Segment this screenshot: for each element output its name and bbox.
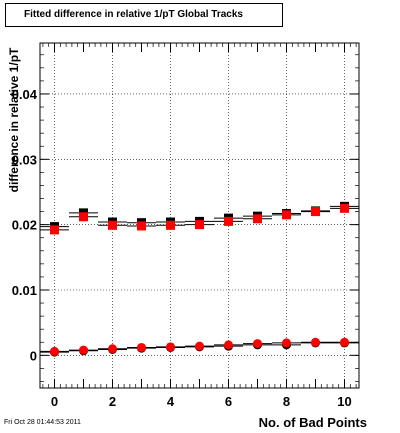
data-point-circle — [108, 344, 117, 354]
data-point-circle — [195, 341, 204, 351]
data-point-circle — [79, 345, 88, 355]
chart-title: Fitted difference in relative 1/pT Globa… — [5, 3, 283, 27]
data-point-square — [224, 216, 233, 226]
axis-ticks: 0 2 4 6 8 10 0 0.01 0.02 0.03 0.04 — [12, 43, 359, 409]
y-tick-label: 0.02 — [12, 218, 37, 233]
data-point-circle — [282, 338, 291, 348]
data-point-square — [340, 203, 349, 213]
data-point-square — [195, 220, 204, 230]
x-tick-label: 2 — [109, 394, 116, 409]
data-point-square — [50, 225, 59, 235]
x-tick-label: 0 — [51, 394, 58, 409]
x-tick-label: 10 — [337, 394, 351, 409]
data-point-square — [253, 214, 262, 224]
data-point-circle — [137, 342, 146, 352]
data-point-circle — [340, 337, 349, 347]
x-axis-label: No. of Bad Points — [259, 415, 367, 430]
x-tick-label: 6 — [225, 394, 232, 409]
chart-title-text: Fitted difference in relative 1/pT Globa… — [24, 9, 243, 20]
y-axis-label: difference in relative 1/pT — [7, 47, 21, 192]
data-point-circle — [253, 339, 262, 349]
data-point-circle — [50, 346, 59, 356]
data-point-circle — [166, 342, 175, 352]
timestamp: Fri Oct 28 01:44:53 2011 — [4, 419, 81, 426]
x-tick-label: 8 — [283, 394, 290, 409]
data-point-square — [137, 221, 146, 231]
data-point-circle — [311, 337, 320, 347]
data-point-circle — [224, 340, 233, 350]
data-point-square — [282, 210, 291, 220]
data-point-square — [166, 220, 175, 230]
x-tick-label: 4 — [167, 394, 175, 409]
data-series — [40, 201, 359, 357]
y-tick-label: 0.04 — [12, 87, 38, 102]
data-point-square — [108, 220, 117, 230]
y-tick-label: 0 — [30, 348, 37, 363]
data-point-square — [311, 207, 320, 217]
y-tick-label: 0.01 — [12, 283, 37, 298]
y-tick-label: 0.03 — [12, 152, 37, 167]
data-point-square — [79, 212, 88, 222]
